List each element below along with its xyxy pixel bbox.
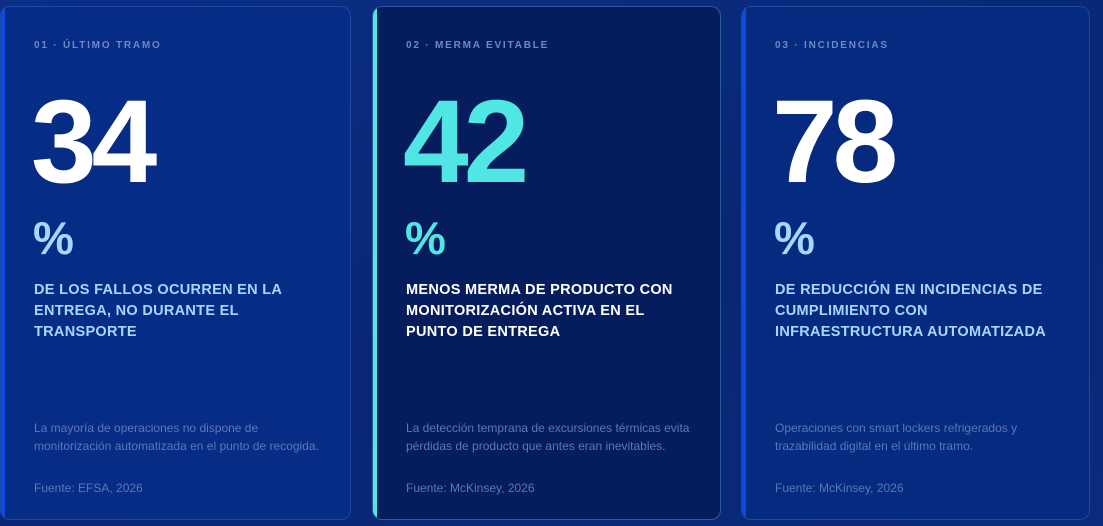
stat-description: La mayoría de operaciones no dispone de …: [34, 421, 319, 453]
stat-card-last-mile: 01 · ÚLTIMO TRAMO 34 % DE LOS FALLOS OCU…: [0, 6, 351, 520]
stat-card-avoidable-waste: 02 · MERMA EVITABLE 42 % MENOS MERMA DE …: [372, 6, 721, 520]
card-accent-bar: [742, 7, 746, 519]
stat-unit: %: [33, 212, 74, 264]
card-eyebrow: 03 · INCIDENCIAS: [775, 40, 889, 51]
stat-headline: DE REDUCCIÓN EN INCIDENCIAS DE CUMPLIMIE…: [775, 282, 1046, 340]
stat-headline: MENOS MERMA DE PRODUCTO CON MONITORIZACI…: [406, 282, 673, 340]
stat-source: Fuente: McKinsey, 2026: [406, 481, 535, 495]
stat-unit: %: [405, 212, 446, 264]
card-accent-bar: [1, 7, 5, 519]
stat-description: Operaciones con smart lockers refrigerad…: [775, 421, 1018, 453]
card-eyebrow: 02 · MERMA EVITABLE: [406, 40, 550, 51]
stat-unit: %: [774, 212, 815, 264]
stat-card-incidents: 03 · INCIDENCIAS 78 % DE REDUCCIÓN EN IN…: [741, 6, 1090, 520]
stat-value: 42: [403, 76, 529, 208]
stat-source: Fuente: McKinsey, 2026: [775, 481, 904, 495]
stat-headline: DE LOS FALLOS OCURREN EN LA ENTREGA, NO …: [34, 282, 282, 340]
stat-value: 34: [31, 76, 157, 208]
stat-value: 78: [772, 76, 898, 208]
stat-description: La detección temprana de excursiones tér…: [406, 421, 690, 453]
card-eyebrow: 01 · ÚLTIMO TRAMO: [34, 40, 162, 51]
card-accent-bar: [373, 7, 377, 519]
stat-source: Fuente: EFSA, 2026: [34, 481, 143, 495]
